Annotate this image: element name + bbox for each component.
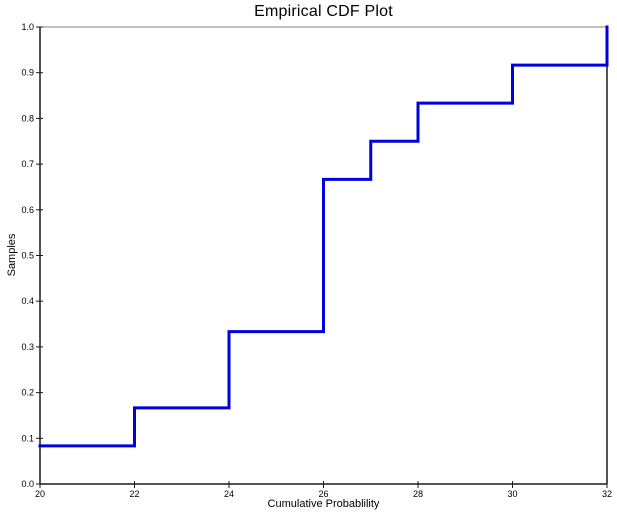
y-tick-label: 1.0 [21,22,34,32]
y-tick-label: 0.0 [21,479,34,489]
x-tick-label: 24 [224,489,234,499]
y-tick-label: 0.3 [21,342,34,352]
x-axis-label: Cumulative Probablility [267,498,380,510]
x-tick-label: 28 [413,489,423,499]
y-tick-label: 0.4 [21,296,34,306]
chart-title: Empirical CDF Plot [254,3,393,20]
y-tick-label: 0.2 [21,388,34,398]
y-tick-label: 0.1 [21,433,34,443]
x-tick-label: 22 [129,489,139,499]
x-tick-label: 20 [35,489,45,499]
cdf-step-line [38,25,609,448]
x-tick-label: 26 [318,489,328,499]
y-tick-label: 0.5 [21,251,34,261]
y-tick-label: 0.7 [21,159,34,169]
x-tick-label: 32 [602,489,612,499]
y-tick-label: 0.6 [21,205,34,215]
x-tick-label: 30 [507,489,517,499]
y-tick-label: 0.8 [21,113,34,123]
y-tick-label: 0.9 [21,68,34,78]
